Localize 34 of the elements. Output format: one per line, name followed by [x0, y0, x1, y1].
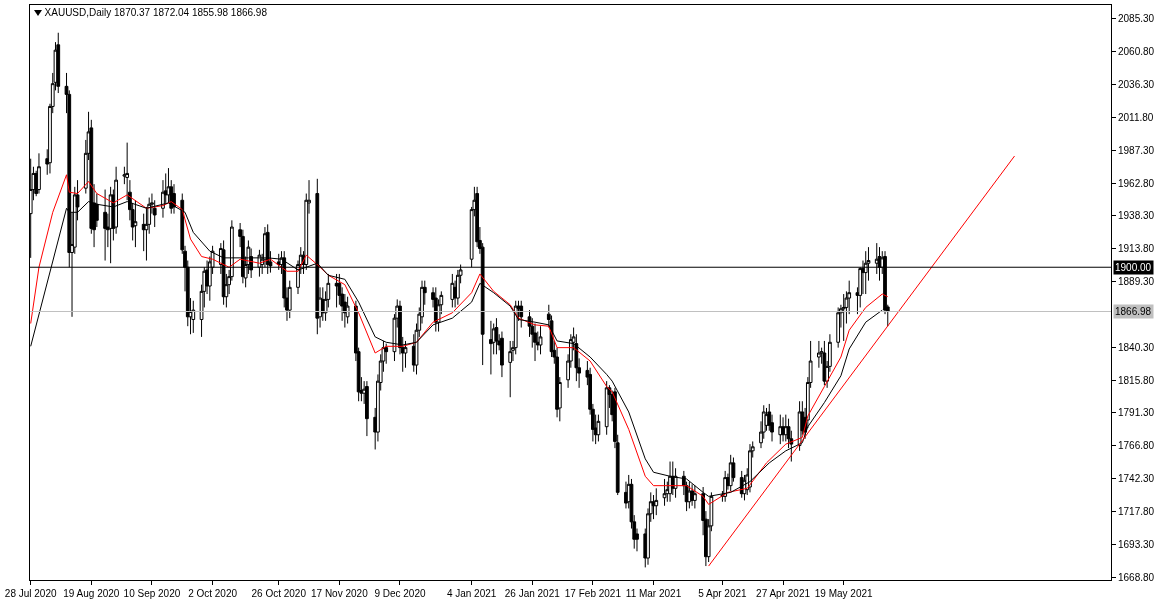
y-tick-label: 2011.80: [1118, 111, 1154, 123]
ref-line-label: 1866.98: [1115, 306, 1152, 317]
y-tick-label: 2085.30: [1118, 13, 1155, 25]
y-tick-label: 1668.80: [1118, 571, 1155, 583]
y-tick-label: 1717.80: [1118, 505, 1155, 517]
x-tick-label: 27 Apr 2021: [756, 588, 811, 599]
x-tick-label: 17 Feb 2021: [564, 588, 622, 599]
x-tick-label: 11 Mar 2021: [625, 588, 682, 599]
y-tick-label: 2036.30: [1118, 79, 1155, 91]
y-tick-label: 2060.80: [1118, 46, 1155, 58]
x-tick-label: 19 May 2021: [814, 588, 874, 599]
y-tick-label: 1938.30: [1118, 210, 1155, 222]
x-tick-label: 26 Jan 2021: [504, 588, 561, 599]
y-tick-label: 1987.30: [1118, 144, 1155, 156]
x-tick-label: 10 Sep 2020: [123, 588, 181, 599]
x-tick-label: 5 Apr 2021: [698, 588, 748, 599]
y-tick-label: 1913.80: [1118, 243, 1155, 255]
y-tick-label: 1693.30: [1118, 538, 1155, 550]
chart-title: XAUUSD,Daily 1870.37 1872.04 1855.98 1866.98: [44, 7, 268, 18]
x-tick-label: 4 Jan 2021: [446, 588, 497, 599]
x-tick-label: 9 Dec 2020: [374, 588, 426, 599]
x-tick-label: 26 Oct 2020: [251, 588, 307, 599]
y-tick-label: 1889.30: [1118, 276, 1155, 288]
y-tick-label: 1840.30: [1118, 341, 1155, 353]
y-tick-label: 1791.30: [1118, 407, 1155, 419]
x-tick-label: 17 Nov 2020: [310, 588, 369, 599]
y-tick-label: 1962.80: [1118, 177, 1155, 189]
y-tick-label: 1766.80: [1118, 440, 1155, 452]
x-tick-label: 28 Jul 2020: [4, 588, 57, 599]
x-tick-label: 2 Oct 2020: [188, 588, 238, 599]
ref-line-label: 1900.00: [1115, 262, 1152, 273]
y-tick-label: 1815.80: [1118, 374, 1155, 386]
x-tick-label: 19 Aug 2020: [63, 588, 120, 599]
y-tick-label: 1742.30: [1118, 473, 1155, 485]
